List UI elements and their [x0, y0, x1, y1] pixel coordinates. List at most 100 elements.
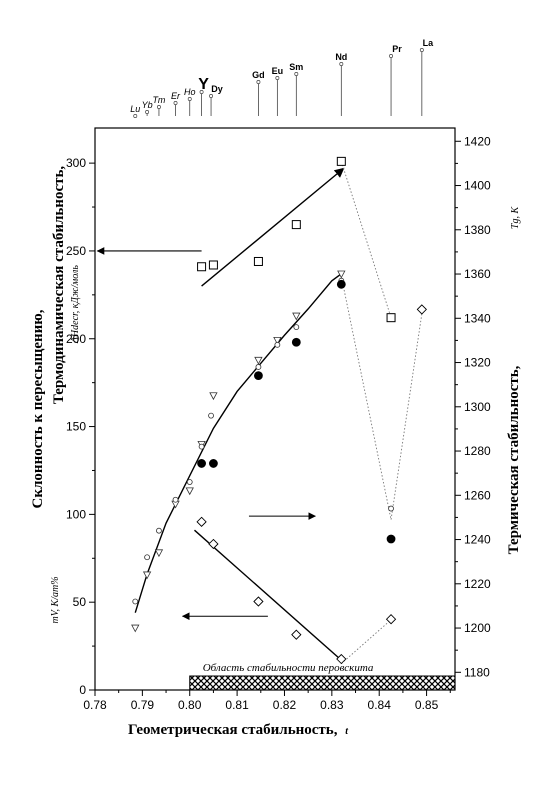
point-diamond: [385, 614, 397, 625]
element-dot: [145, 110, 150, 114]
y-left-tick-label: 50: [73, 595, 87, 609]
point-triangle: [154, 549, 164, 558]
x-tick-label: 0.79: [131, 698, 155, 712]
element-label-pr: Pr: [392, 44, 402, 54]
point-diamond: [196, 516, 207, 527]
point-diamond: [208, 538, 219, 550]
y-right-tick-label: 1280: [464, 444, 491, 458]
point-square: [197, 262, 207, 272]
y-left-outer-title: Склонность к пересыщению,: [30, 309, 46, 508]
point-square: [208, 260, 218, 270]
x-tick-label: 0.82: [273, 698, 297, 712]
point-open-circle: [132, 598, 139, 605]
point-square: [291, 220, 301, 230]
stability-band: [189, 675, 456, 691]
y-right-tick-label: 1300: [464, 400, 491, 414]
element-label-dy: Dy: [211, 84, 223, 94]
point-filled-circle: [336, 279, 346, 289]
dotted-lines: [340, 161, 423, 664]
point-open-circle: [172, 496, 179, 503]
x-axis-title: Геометрическая стабильность, t: [128, 722, 349, 738]
y-right-tick-label: 1220: [464, 577, 491, 591]
y-right-tick-label: 1420: [464, 134, 491, 148]
point-open-circle: [208, 412, 214, 419]
y-right-ticks: 1180 1200 1220 1240 1260 1280 1300 1320 1340 1360…: [455, 134, 491, 679]
y-right-tick-label: 1360: [464, 267, 491, 281]
element-label-la: La: [423, 38, 434, 48]
element-label-tm: Tm: [152, 95, 165, 105]
point-filled-circle: [254, 371, 263, 381]
y-right-tick-label: 1180: [464, 665, 490, 679]
x-tick-label: 0.80: [178, 698, 202, 712]
dotted-connector: [340, 161, 392, 318]
y-left-ticks: 0 50 100 150 200 250 300: [66, 156, 95, 697]
stability-region-label: Область стабильности перовскита: [203, 662, 374, 674]
y-left-tick-label: 250: [66, 244, 86, 258]
element-label-er: Er: [171, 91, 181, 101]
point-square: [253, 256, 263, 266]
point-diamond: [253, 596, 264, 607]
element-dot: [275, 76, 280, 80]
x-tick-label: 0.78: [83, 698, 107, 712]
point-diamond: [336, 653, 347, 665]
y-left-inner-subtitle: ΔHdecr, кДж/моль: [70, 265, 81, 344]
y-left-inner-title: Термодинамическая стабильность,: [51, 166, 67, 405]
element-dot: [419, 48, 424, 52]
fit-curve: [134, 273, 342, 613]
x-tick-label: 0.84: [368, 698, 392, 712]
element-dot: [389, 54, 394, 58]
element-label-ho: Ho: [184, 87, 196, 97]
fit-arrow: [201, 167, 345, 287]
y-left-tick-label: 150: [66, 420, 86, 434]
y-right-tick-label: 1340: [464, 311, 491, 325]
point-filled-circle: [386, 534, 396, 544]
point-triangle: [142, 571, 152, 580]
point-triangle: [209, 392, 218, 401]
y-left-tick-label: 200: [66, 332, 86, 346]
point-open-circle: [198, 443, 205, 450]
element-label-lu: Lu: [130, 104, 140, 114]
x-axis-title-main: Геометрическая стабильность,: [128, 722, 338, 738]
element-dot: [187, 97, 192, 101]
x-tick-label: 0.85: [415, 698, 439, 712]
point-triangle: [337, 270, 346, 279]
stability-region: Область стабильности перовскита: [189, 659, 456, 691]
element-dot: [199, 90, 204, 94]
y-right-tick-label: 1400: [464, 179, 491, 193]
element-label-gd: Gd: [252, 70, 265, 80]
y-right-tick-label: 1200: [464, 621, 491, 635]
fit-lines: [134, 167, 345, 661]
element-dot: [156, 105, 161, 109]
y-right-tick-label: 1260: [464, 488, 491, 502]
point-open-circle: [156, 527, 162, 534]
x-axis-title-symbol: t: [345, 726, 349, 737]
point-diamond: [291, 629, 302, 640]
dotted-connector: [340, 276, 423, 520]
element-label-y: Y: [198, 76, 209, 93]
point-open-circle: [255, 364, 262, 370]
y-right-subtitle: Tg, K: [510, 206, 521, 230]
element-label-nd: Nd: [335, 52, 347, 62]
x-ticks: 0.78 0.79 0.80 0.81 0.82 0.83 0.84 0.85: [83, 690, 451, 712]
point-triangle: [131, 624, 140, 633]
element-label-yb: Yb: [142, 100, 153, 110]
element-dot: [339, 62, 344, 66]
plot-frame: [94, 127, 456, 691]
y-right-tick-label: 1380: [464, 223, 491, 237]
y-right-tick-label: 1240: [464, 533, 491, 547]
element-dot: [294, 72, 299, 76]
y-left-tick-label: 300: [66, 156, 86, 170]
element-dot: [173, 101, 178, 105]
point-triangle: [185, 487, 194, 496]
point-filled-circle: [291, 337, 301, 347]
point-triangle: [254, 356, 263, 365]
point-square: [386, 313, 396, 323]
point-open-circle: [388, 505, 394, 512]
point-open-circle: [186, 479, 193, 485]
point-triangle: [273, 337, 282, 345]
point-diamond: [416, 304, 427, 315]
element-dot: [209, 94, 214, 98]
point-filled-circle: [197, 459, 206, 468]
element-labels: Lu Yb Tm Er Ho Y Dy Gd Eu Sm Nd Pr La: [130, 38, 434, 118]
